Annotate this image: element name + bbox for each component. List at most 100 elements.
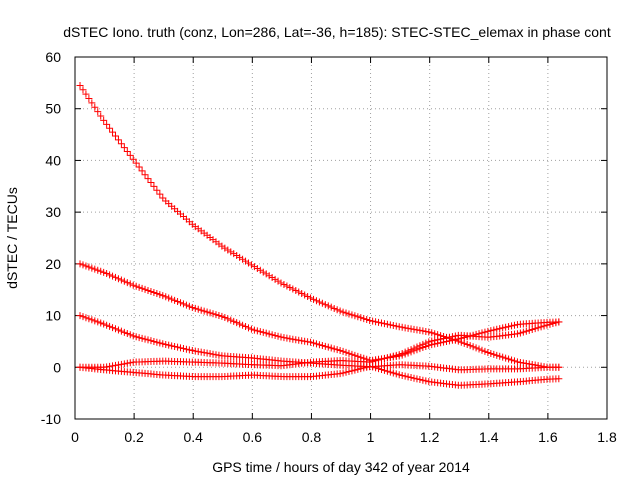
data-point: [239, 255, 247, 263]
data-point: [327, 303, 335, 311]
data-point: [135, 334, 143, 342]
x-tick-label: 1: [367, 429, 375, 445]
data-point: [247, 261, 255, 269]
grid: [75, 57, 607, 419]
data-point: [280, 281, 288, 289]
data-point: [244, 259, 252, 267]
data-point: [129, 281, 137, 289]
data-point: [516, 329, 524, 337]
data-point: [242, 323, 250, 331]
data-point: [111, 325, 119, 333]
y-tick-label: 10: [45, 308, 61, 324]
data-point: [508, 322, 516, 330]
data-point: [132, 333, 140, 341]
data-point: [132, 159, 140, 167]
data-point: [227, 248, 235, 256]
data-point: [422, 339, 430, 347]
data-point: [416, 326, 424, 334]
data-point: [395, 323, 403, 331]
data-point: [117, 140, 125, 148]
data-point: [342, 348, 350, 356]
data-point: [82, 314, 90, 322]
data-point: [425, 328, 433, 336]
data-point: [117, 360, 125, 368]
data-point: [94, 108, 102, 116]
data-point: [88, 316, 96, 324]
data-point: [389, 352, 397, 360]
data-point: [109, 272, 117, 280]
data-point: [91, 265, 99, 273]
data-point: [398, 349, 406, 357]
data-point: [360, 315, 368, 323]
data-point: [262, 329, 270, 337]
data-point: [212, 311, 220, 319]
data-point: [174, 298, 182, 306]
data-point: [330, 304, 338, 312]
data-point: [398, 323, 406, 331]
data-point: [265, 272, 273, 280]
data-point: [188, 347, 196, 355]
data-point: [537, 323, 545, 331]
data-point: [85, 315, 93, 323]
data-point: [395, 351, 403, 359]
data-point: [150, 337, 158, 345]
data-point: [295, 288, 303, 296]
data-point: [301, 337, 309, 345]
y-tick-label: 0: [53, 359, 61, 375]
data-point: [97, 112, 105, 120]
data-point: [401, 372, 409, 380]
data-point: [168, 342, 176, 350]
data-point: [546, 320, 554, 328]
data-point: [165, 294, 173, 302]
data-point: [100, 116, 108, 124]
data-point: [123, 279, 131, 287]
data-point: [510, 357, 518, 365]
data-point: [552, 319, 560, 327]
data-point: [413, 343, 421, 351]
data-point: [185, 346, 193, 354]
data-point: [135, 283, 143, 291]
series-5: [76, 362, 563, 389]
data-point: [295, 336, 303, 344]
data-point: [168, 295, 176, 303]
data-point: [377, 319, 385, 327]
y-tick-label: 60: [45, 49, 61, 65]
data-point: [182, 345, 190, 353]
data-point: [416, 376, 424, 384]
data-point: [375, 365, 383, 373]
x-tick-label: 1.6: [538, 429, 558, 445]
data-point: [239, 321, 247, 329]
data-point: [250, 326, 258, 334]
data-point: [106, 124, 114, 132]
data-point: [307, 338, 315, 346]
data-point: [188, 303, 196, 311]
data-point: [419, 327, 427, 335]
data-point: [162, 293, 170, 301]
y-axis-label: dSTEC / TECUs: [4, 187, 20, 289]
data-point: [369, 317, 377, 325]
data-point: [522, 327, 530, 335]
data-point: [191, 304, 199, 312]
data-point: [289, 285, 297, 293]
data-point: [179, 345, 187, 353]
data-point: [348, 367, 356, 375]
data-point: [327, 344, 335, 352]
data-point: [315, 298, 323, 306]
data-point: [357, 314, 365, 322]
data-point: [156, 291, 164, 299]
data-point: [185, 302, 193, 310]
data-point: [91, 103, 99, 111]
data-point: [372, 364, 380, 372]
data-point: [407, 325, 415, 333]
data-point: [555, 363, 563, 371]
data-point: [259, 268, 267, 276]
data-point: [448, 333, 456, 341]
data-point: [144, 175, 152, 183]
data-point: [372, 318, 380, 326]
x-tick-label: 0.2: [124, 429, 144, 445]
chart-title: dSTEC Iono. truth (conz, Lon=286, Lat=-3…: [63, 24, 611, 40]
data-point: [271, 275, 279, 283]
data-point: [413, 375, 421, 383]
data-point: [531, 325, 539, 333]
data-point: [312, 340, 320, 348]
